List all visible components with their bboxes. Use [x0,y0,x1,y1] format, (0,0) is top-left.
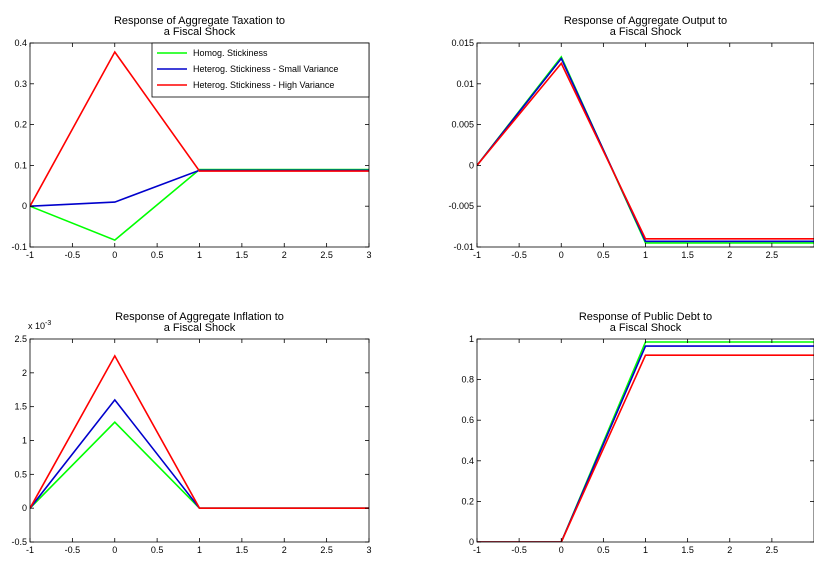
y-tick-label: 0.6 [461,415,474,425]
y-tick-label: 0.3 [14,79,27,89]
x-tick-label: 1.5 [236,250,249,260]
x-tick-label: 2.5 [766,545,779,555]
x-tick-label: 1 [643,545,648,555]
series-line-3 [30,50,369,207]
y-tick-label: 1.5 [14,402,27,412]
x-tick-label: 1.5 [681,545,694,555]
x-tick-label: 2 [727,545,732,555]
x-tick-label: 3 [366,250,371,260]
x-tick-label: 0 [559,545,564,555]
y-tick-label: -0.01 [453,242,474,252]
chart-title-line-1: Response of Aggregate Inflation to [115,311,284,323]
x-tick-label: 2.5 [320,250,333,260]
y-tick-label: 0.4 [461,456,474,466]
y-tick-label: 0.2 [14,120,27,130]
y-tick-label: 0 [22,503,27,513]
legend-box [151,42,370,98]
chart-title-line-1: Response of Aggregate Output to [564,15,727,27]
subplot-1: Response of Aggregate Taxation toa Fisca… [11,15,371,260]
x-tick-label: 2.5 [320,545,333,555]
y-exponent-label: x 10-3 [28,320,51,331]
x-tick-label: 2.5 [766,250,779,260]
series-group [477,341,814,542]
legend-entry-2: Heterog. Stickiness - Small Variance [193,64,338,74]
x-tick-label: 0 [112,250,117,260]
x-tick-label: 1 [197,250,202,260]
chart-title-line-1: Response of Public Debt to [579,311,712,323]
chart-title-line-2: a Fiscal Shock [164,26,236,38]
series-group [477,55,814,244]
x-tick-label: 0.5 [151,250,164,260]
chart-title-line-1: Response of Aggregate Taxation to [114,15,285,27]
series-line-1 [30,168,369,242]
axes-box [476,42,814,248]
y-tick-label: -0.5 [11,537,27,547]
x-tick-label: -1 [26,250,34,260]
series-line-2 [30,169,369,207]
y-tick-label: 1 [469,334,474,344]
x-tick-label: 1 [197,545,202,555]
y-tick-label: -0.005 [448,201,474,211]
chart-title-line-2: a Fiscal Shock [164,322,236,334]
y-tick-label: -0.1 [11,242,27,252]
x-tick-label: 2 [727,250,732,260]
x-tick-label: -0.5 [65,250,81,260]
chart-title-line-2: a Fiscal Shock [610,26,682,38]
series-line-3 [477,61,814,240]
x-tick-label: 1 [643,250,648,260]
y-tick-label: 0.5 [14,469,27,479]
series-group [30,354,369,510]
x-tick-label: 0 [559,250,564,260]
x-tick-label: -0.5 [511,545,527,555]
series-group [30,50,369,242]
y-tick-label: 0 [469,160,474,170]
y-tick-label: 0.015 [451,38,474,48]
y-tick-label: 0 [22,201,27,211]
series-line-2 [477,56,814,243]
x-tick-label: -0.5 [65,545,81,555]
x-tick-label: 0.5 [597,545,610,555]
y-tick-label: 0.8 [461,375,474,385]
x-tick-label: 2 [282,545,287,555]
x-tick-label: 2 [282,250,287,260]
x-tick-label: 0 [112,545,117,555]
y-tick-label: 0.005 [451,120,474,130]
series-line-1 [477,341,814,542]
x-tick-label: 1.5 [236,545,249,555]
y-tick-label: 0 [469,537,474,547]
x-tick-label: 0.5 [151,545,164,555]
x-tick-label: 0.5 [597,250,610,260]
chart-title-line-2: a Fiscal Shock [610,322,682,334]
y-exponent-power: -3 [45,320,51,327]
series-line-3 [477,354,814,542]
subplot-2: Response of Aggregate Output toa Fiscal … [448,15,814,260]
x-tick-label: 1.5 [681,250,694,260]
x-tick-label: 3 [366,545,371,555]
x-tick-label: -1 [473,250,481,260]
x-tick-label: -0.5 [511,250,527,260]
y-tick-label: 0.01 [456,79,474,89]
y-tick-label: 0.2 [461,496,474,506]
y-tick-label: 2.5 [14,334,27,344]
subplot-4: Response of Public Debt toa Fiscal Shock… [461,311,814,555]
series-line-1 [30,421,369,510]
y-tick-label: 1 [22,436,27,446]
legend: Homog. Stickiness Heterog. Stickiness - S… [151,42,370,98]
subplot-3: Response of Aggregate Inflation toa Fisc… [11,311,371,555]
series-line-3 [30,354,369,510]
x-tick-label: -1 [473,545,481,555]
y-tick-label: 0.4 [14,38,27,48]
series-line-1 [477,55,814,244]
y-tick-label: 0.1 [14,160,27,170]
legend-entry-3: Heterog. Stickiness - High Variance [193,80,334,90]
y-tick-label: 2 [22,368,27,378]
legend-entry-1: Homog. Stickiness [193,48,268,58]
axes-box [29,338,370,543]
x-tick-label: -1 [26,545,34,555]
axes-box [476,338,814,543]
series-line-2 [477,345,814,542]
